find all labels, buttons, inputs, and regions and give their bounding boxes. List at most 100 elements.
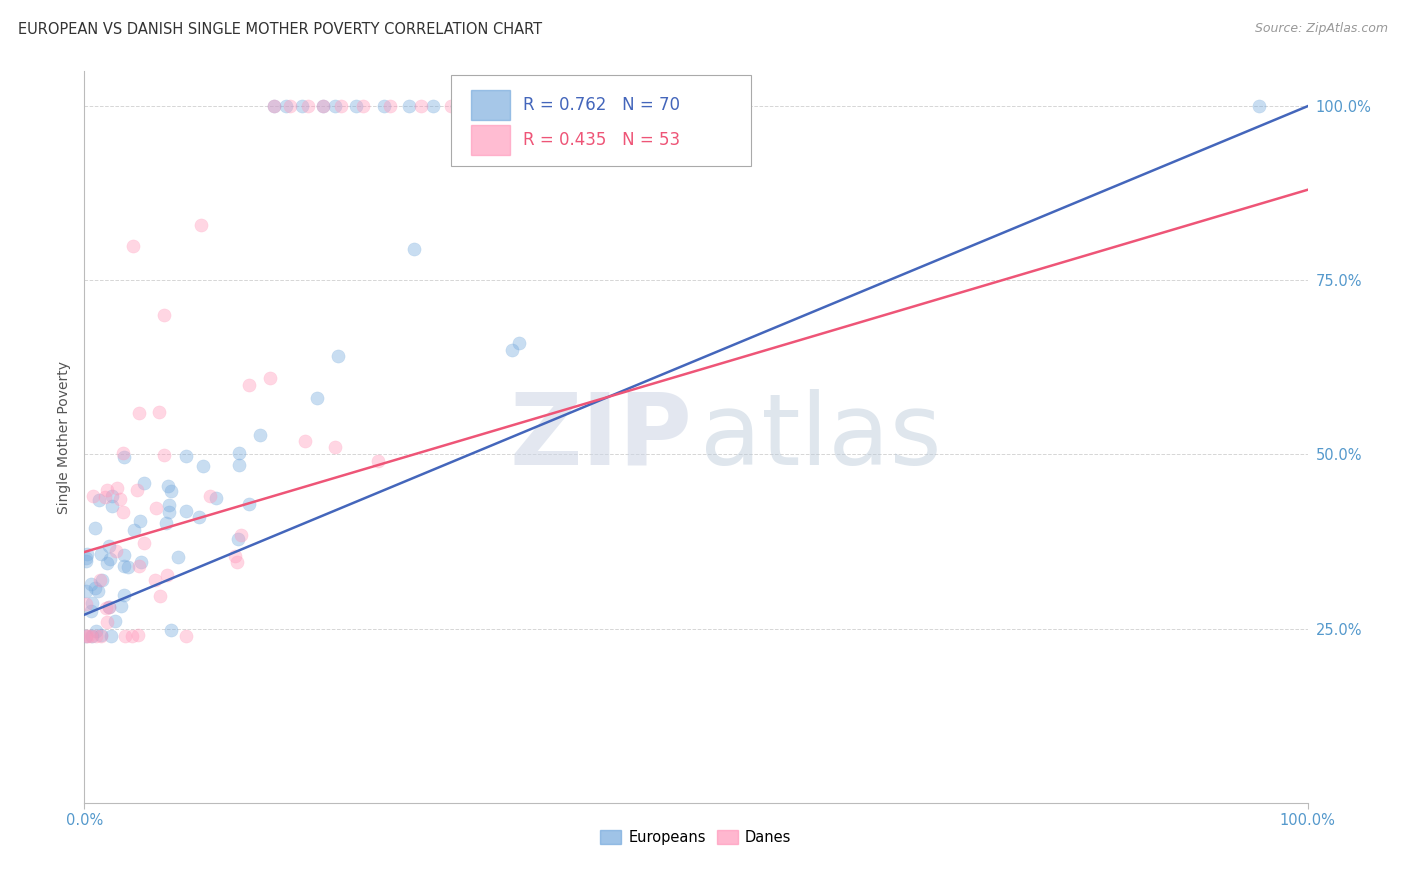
Point [98, 552, 121, 566]
Point [93, 491, 115, 505]
Point [159, 623, 181, 637]
Point [96, 601, 118, 615]
Point [114, 549, 136, 563]
Point [440, 99, 463, 113]
Point [191, 459, 214, 474]
Point [75, 554, 97, 568]
Point [174, 504, 197, 518]
Point [80, 604, 103, 618]
Point [122, 523, 145, 537]
Point [502, 343, 524, 357]
Point [134, 535, 156, 549]
Point [84, 629, 107, 643]
Point [294, 434, 316, 448]
Text: ZIP: ZIP [509, 389, 692, 485]
Point [114, 629, 136, 643]
Point [228, 446, 250, 460]
Point [508, 336, 530, 351]
Point [129, 555, 152, 569]
Point [330, 99, 353, 113]
Point [159, 504, 181, 518]
Point [278, 99, 301, 113]
Point [225, 555, 247, 569]
Point [149, 590, 172, 604]
Point [148, 405, 170, 419]
Point [90, 573, 112, 587]
Point [323, 440, 346, 454]
Point [312, 99, 335, 113]
Point [174, 449, 197, 463]
Point [344, 99, 367, 113]
Point [145, 500, 167, 515]
Point [224, 549, 246, 564]
Point [156, 479, 179, 493]
Text: EUROPEAN VS DANISH SINGLE MOTHER POVERTY CORRELATION CHART: EUROPEAN VS DANISH SINGLE MOTHER POVERTY… [18, 22, 543, 37]
Legend: Europeans, Danes: Europeans, Danes [595, 823, 797, 850]
Point [112, 450, 135, 465]
Point [291, 99, 314, 113]
Point [176, 629, 198, 643]
Point [127, 628, 149, 642]
Text: R = 0.435   N = 53: R = 0.435 N = 53 [523, 131, 681, 149]
Y-axis label: Single Mother Poverty: Single Mother Poverty [58, 360, 72, 514]
Point [187, 509, 209, 524]
Point [77, 629, 100, 643]
Point [495, 99, 517, 113]
Point [76, 547, 98, 561]
Point [160, 483, 183, 498]
Point [367, 454, 389, 468]
Point [153, 448, 176, 462]
Point [117, 560, 139, 574]
Point [96, 483, 118, 497]
Point [167, 549, 190, 564]
Point [75, 629, 97, 643]
Point [238, 497, 260, 511]
Text: atlas: atlas [700, 389, 941, 485]
Text: Source: ZipAtlas.com: Source: ZipAtlas.com [1254, 22, 1388, 36]
Point [112, 446, 135, 460]
Point [105, 543, 128, 558]
Point [143, 573, 166, 587]
Point [105, 481, 128, 495]
Point [110, 599, 132, 613]
Point [198, 489, 221, 503]
Point [96, 615, 118, 630]
Point [112, 588, 135, 602]
Point [404, 242, 426, 256]
Point [80, 629, 103, 643]
Point [276, 99, 298, 113]
Point [101, 500, 124, 514]
Point [75, 629, 97, 643]
Point [101, 489, 124, 503]
Point [263, 99, 285, 113]
Point [80, 577, 103, 591]
Point [122, 238, 145, 252]
Point [110, 492, 132, 507]
Point [129, 515, 152, 529]
Point [98, 600, 121, 615]
Point [380, 99, 402, 113]
Point [323, 99, 346, 113]
Point [75, 551, 97, 566]
Point [75, 597, 97, 611]
Point [231, 528, 253, 542]
Point [98, 600, 121, 615]
Point [112, 558, 135, 573]
Point [326, 349, 349, 363]
Text: R = 0.762   N = 70: R = 0.762 N = 70 [523, 96, 681, 114]
Point [249, 428, 271, 442]
Point [297, 99, 319, 113]
Point [128, 406, 150, 420]
Point [90, 629, 112, 643]
Point [89, 573, 111, 587]
Point [398, 99, 420, 113]
Point [471, 99, 494, 113]
Point [409, 99, 432, 113]
Point [104, 614, 127, 628]
FancyBboxPatch shape [471, 90, 510, 120]
Point [352, 99, 374, 113]
Point [134, 476, 156, 491]
Point [157, 498, 180, 512]
Point [75, 584, 97, 599]
Point [228, 458, 250, 472]
